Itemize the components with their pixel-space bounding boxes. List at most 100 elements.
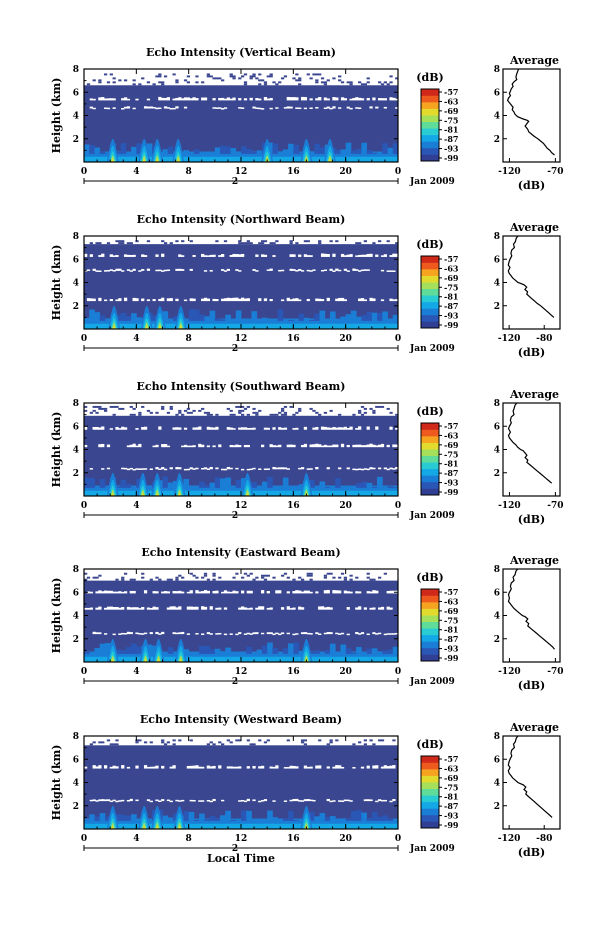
low-echo xyxy=(235,151,242,154)
echo-cell xyxy=(161,739,165,742)
echo-cell xyxy=(109,743,113,746)
gap-cell xyxy=(238,98,242,101)
gap-cell xyxy=(260,632,265,635)
echo-cell xyxy=(309,77,313,80)
colorbar-swatch xyxy=(421,608,439,616)
echo-cell xyxy=(206,75,210,78)
echo-cell xyxy=(155,75,159,78)
gap-cell xyxy=(383,633,387,636)
low-echo xyxy=(356,482,362,488)
gap-cell xyxy=(389,426,393,430)
gap-cell xyxy=(295,270,299,272)
gap-cell xyxy=(375,426,379,430)
echo-cell xyxy=(306,572,310,575)
gap-cell xyxy=(246,608,250,610)
gap-cell xyxy=(275,765,279,769)
gap-cell xyxy=(229,298,233,302)
low-echo xyxy=(309,479,315,488)
colorbar-swatch xyxy=(421,589,439,596)
gap-cell xyxy=(323,607,328,610)
echo-cell xyxy=(118,242,122,245)
gap-cell xyxy=(109,428,113,430)
gap-cell xyxy=(289,799,293,802)
colorbar-swatch xyxy=(421,115,439,123)
gap-cell xyxy=(260,254,265,257)
echo-cell xyxy=(360,413,365,416)
gap-cell xyxy=(300,467,305,470)
echo-cell xyxy=(315,411,319,414)
gap-cell xyxy=(178,606,182,610)
gap-cell xyxy=(126,799,131,802)
echo-cell xyxy=(115,743,119,746)
gap-cell xyxy=(309,107,313,109)
low-echo xyxy=(277,151,284,154)
echo-cell xyxy=(115,739,119,742)
gap-cell xyxy=(298,269,302,271)
echo-cell xyxy=(266,739,270,742)
echo-cell xyxy=(206,578,210,581)
gap-cell xyxy=(243,98,248,101)
echo-cell xyxy=(366,576,370,579)
echo-cell xyxy=(246,240,250,243)
gap-cell xyxy=(366,253,370,257)
gap-cell xyxy=(326,467,330,470)
strong-echo xyxy=(177,489,182,496)
colorbar-swatch xyxy=(421,429,439,437)
profile-frame xyxy=(502,68,561,163)
gap-cell xyxy=(161,467,165,470)
gap-cell xyxy=(161,799,165,802)
gap-cell xyxy=(369,253,373,257)
gap-cell xyxy=(86,607,91,610)
low-echo xyxy=(94,312,101,321)
low-echo xyxy=(220,478,226,488)
low-echo xyxy=(298,152,305,154)
echo-cell xyxy=(161,83,165,86)
gap-cell xyxy=(378,467,382,470)
low-echo xyxy=(246,810,252,821)
echo-cell xyxy=(252,407,256,410)
gap-cell xyxy=(303,799,308,802)
colorbar-tick-label: -81 xyxy=(444,292,458,302)
profile-y-tick-label: 8 xyxy=(494,232,500,242)
echo-cell xyxy=(98,242,102,245)
profile-y-tick-label: 8 xyxy=(494,732,500,742)
gap-cell xyxy=(346,607,350,610)
echo-cell xyxy=(349,578,353,581)
gap-cell xyxy=(226,268,230,271)
gap-cell xyxy=(229,98,233,101)
gap-cell xyxy=(115,299,119,302)
low-echo xyxy=(230,485,237,488)
echo-cell xyxy=(223,240,228,243)
low-echo xyxy=(167,817,174,821)
colorbar-tick-label: -57 xyxy=(444,754,458,764)
echo-cell xyxy=(198,409,202,412)
gap-cell xyxy=(132,107,136,110)
echo-cell xyxy=(238,739,242,742)
low-echo xyxy=(293,820,299,821)
low-echo xyxy=(335,149,341,154)
gap-cell xyxy=(126,106,131,109)
x-tick-label: 12 xyxy=(235,334,248,344)
low-echo xyxy=(251,152,258,154)
gap-cell xyxy=(226,297,230,302)
gap-cell xyxy=(146,607,151,610)
x-tick-label: 12 xyxy=(235,667,248,677)
echo-cell xyxy=(380,405,385,408)
gap-cell xyxy=(241,107,245,109)
y-axis-label: Height (km) xyxy=(50,745,63,821)
gap-cell xyxy=(123,591,128,594)
gap-cell xyxy=(300,444,305,448)
gap-cell xyxy=(266,590,270,594)
gap-cell xyxy=(169,606,173,610)
gap-cell xyxy=(112,633,116,636)
low-echo xyxy=(162,815,169,821)
colorbar-swatch xyxy=(421,102,439,109)
profile-y-tick-label: 6 xyxy=(494,255,500,265)
gap-cell xyxy=(223,633,228,636)
colorbar-tick-label: -99 xyxy=(444,487,459,497)
gap-cell xyxy=(292,254,296,257)
low-echo xyxy=(84,650,90,654)
gap-cell xyxy=(203,270,208,272)
colorbar-tick-label: -93 xyxy=(444,311,459,321)
gap-cell xyxy=(298,590,302,594)
